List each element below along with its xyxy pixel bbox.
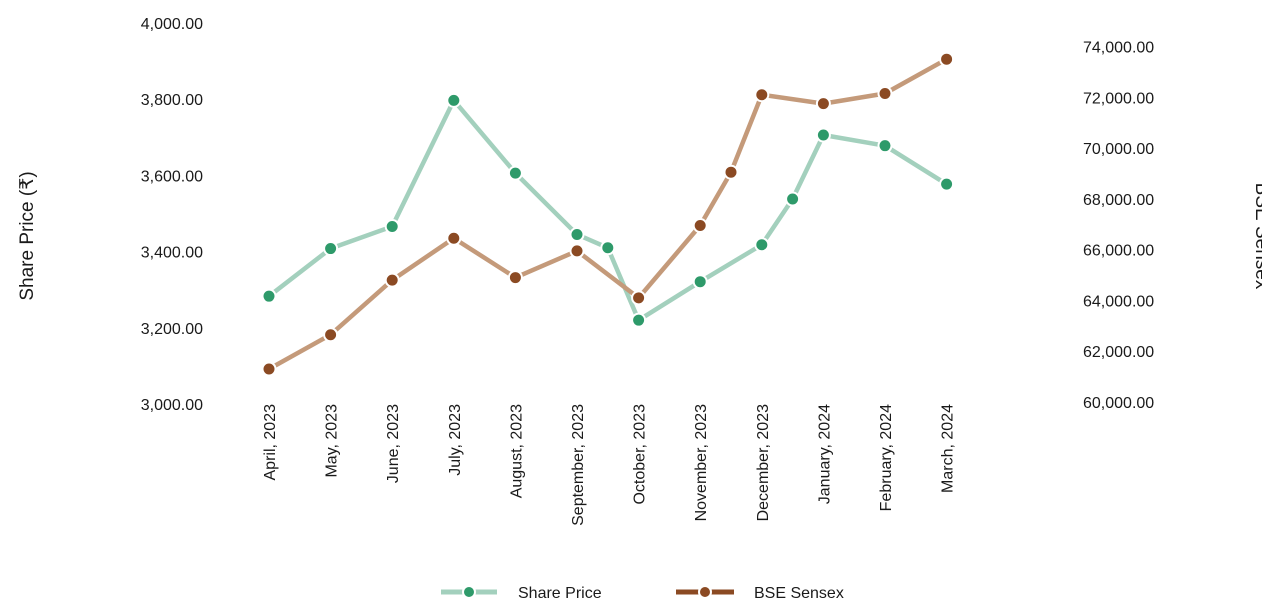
right-y-tick-label: 74,000.00 — [1083, 40, 1154, 57]
x-tick-label: February, 2024 — [878, 404, 895, 511]
data-point-share-price[interactable] — [323, 241, 339, 257]
data-point-share-price[interactable] — [384, 218, 400, 234]
left-y-tick-label: 3,000.00 — [141, 397, 203, 414]
x-tick-label: September, 2023 — [570, 404, 587, 526]
data-point-bse-sensex[interactable] — [939, 51, 955, 67]
x-axis: April, 2023 May, 2023 June, 2023 July, 2023… — [262, 404, 957, 526]
left-y-tick-label: 3,200.00 — [141, 321, 203, 338]
data-point-bse-sensex[interactable] — [631, 290, 647, 306]
x-tick-label: June, 2023 — [385, 404, 402, 483]
left-y-axis: 3,000.00 3,200.00 3,400.00 3,600.00 3,800.00… — [141, 16, 203, 414]
data-point-bse-sensex[interactable] — [723, 164, 739, 180]
series-share-price — [261, 92, 955, 328]
data-point-bse-sensex[interactable] — [569, 243, 585, 259]
legend: Share Price BSE Sensex — [441, 585, 844, 601]
right-y-tick-label: 64,000.00 — [1083, 293, 1154, 310]
left-y-axis-title: Share Price (₹) — [17, 171, 38, 300]
right-y-axis: 60,000.00 62,000.00 64,000.00 66,000.00 68,0… — [1083, 40, 1154, 413]
data-point-bse-sensex[interactable] — [446, 230, 462, 246]
data-point-share-price[interactable] — [600, 240, 616, 256]
data-point-bse-sensex[interactable] — [754, 87, 770, 103]
right-y-axis-title: BSE Sensex — [1251, 183, 1262, 290]
left-y-tick-label: 4,000.00 — [141, 16, 203, 33]
x-tick-label: August, 2023 — [508, 404, 525, 498]
right-y-tick-label: 70,000.00 — [1083, 141, 1154, 158]
data-point-share-price[interactable] — [939, 176, 955, 192]
left-y-tick-label: 3,600.00 — [141, 168, 203, 185]
x-tick-label: July, 2023 — [447, 404, 464, 476]
data-point-share-price[interactable] — [631, 312, 647, 328]
x-tick-label: April, 2023 — [262, 404, 279, 481]
right-y-tick-label: 60,000.00 — [1083, 395, 1154, 412]
right-y-tick-label: 68,000.00 — [1083, 192, 1154, 209]
series-line-share-price — [266, 98, 949, 323]
data-point-share-price[interactable] — [877, 138, 893, 154]
legend-item-share-price[interactable]: Share Price — [441, 585, 602, 601]
data-point-share-price[interactable] — [446, 92, 462, 108]
x-tick-label: March, 2024 — [940, 404, 957, 493]
x-tick-label: May, 2023 — [324, 404, 341, 478]
data-point-bse-sensex[interactable] — [877, 85, 893, 101]
series-bse-sensex — [261, 51, 955, 377]
data-point-share-price[interactable] — [754, 237, 770, 253]
left-y-tick-label: 3,800.00 — [141, 92, 203, 109]
legend-swatch-share-price-marker — [462, 585, 476, 599]
legend-item-bse-sensex[interactable]: BSE Sensex — [676, 585, 844, 601]
data-point-share-price[interactable] — [507, 165, 523, 181]
x-tick-label: January, 2024 — [816, 404, 833, 504]
data-point-bse-sensex[interactable] — [507, 270, 523, 286]
data-point-share-price[interactable] — [692, 274, 708, 290]
x-tick-label: October, 2023 — [632, 404, 649, 505]
data-point-bse-sensex[interactable] — [815, 96, 831, 112]
data-point-share-price[interactable] — [785, 191, 801, 207]
data-point-bse-sensex[interactable] — [384, 272, 400, 288]
right-y-tick-label: 72,000.00 — [1083, 90, 1154, 107]
legend-label-share-price: Share Price — [518, 585, 602, 601]
series-line-bse-sensex — [266, 56, 949, 372]
data-point-bse-sensex[interactable] — [692, 218, 708, 234]
right-y-tick-label: 62,000.00 — [1083, 344, 1154, 361]
plot-area — [261, 51, 955, 377]
legend-swatch-bse-sensex-marker — [698, 585, 712, 599]
x-tick-label: November, 2023 — [693, 404, 710, 522]
legend-label-bse-sensex: BSE Sensex — [754, 585, 844, 601]
data-point-bse-sensex[interactable] — [261, 361, 277, 377]
right-y-tick-label: 66,000.00 — [1083, 243, 1154, 260]
data-point-share-price[interactable] — [815, 127, 831, 143]
data-point-share-price[interactable] — [261, 288, 277, 304]
x-tick-label: December, 2023 — [755, 404, 772, 522]
left-y-tick-label: 3,400.00 — [141, 245, 203, 262]
data-point-bse-sensex[interactable] — [323, 327, 339, 343]
data-point-share-price[interactable] — [569, 226, 585, 242]
